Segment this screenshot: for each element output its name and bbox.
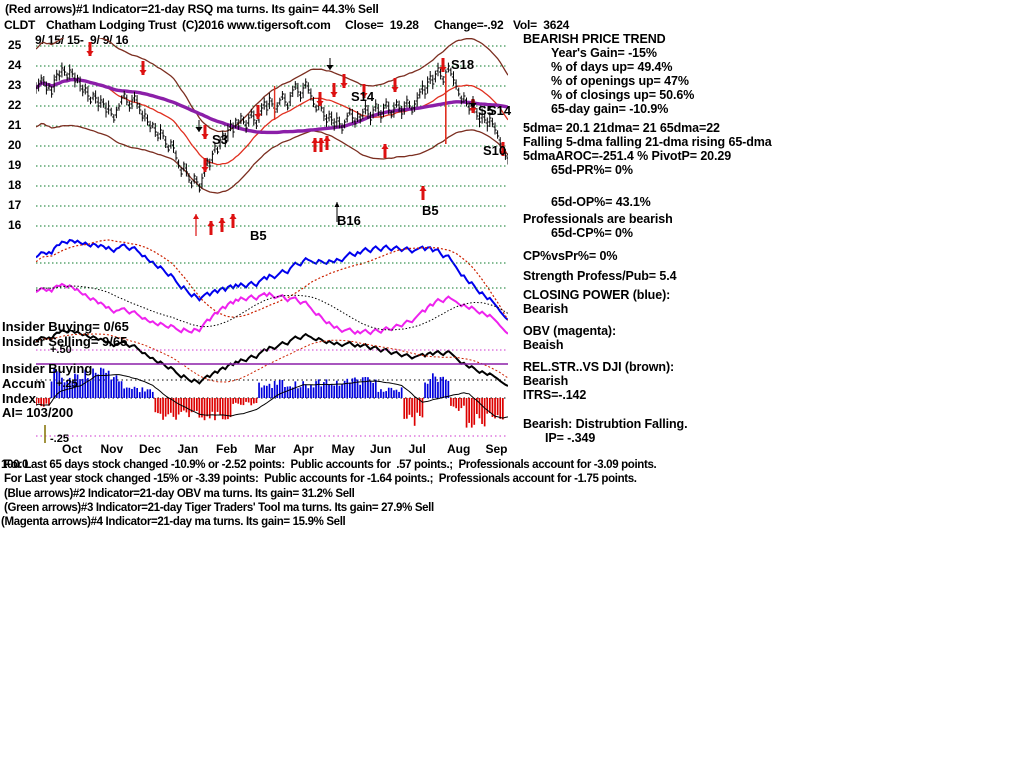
- distribution-status: Bearish: Distrubtion Falling.: [523, 417, 688, 431]
- relative-strength-heading: REL.STR..VS DJI (brown):: [523, 360, 675, 374]
- cp-percent: 65d-CP%= 0%: [551, 226, 633, 240]
- signal-label-s14-4: S14: [488, 103, 512, 118]
- obv-value: Beaish: [523, 338, 564, 352]
- closing-power-value: Bearish: [523, 302, 569, 316]
- itrs-value: ITRS=-.142: [523, 388, 587, 402]
- month-label-nov: Nov: [100, 442, 124, 456]
- insider-selling-count: Insider Selling= 9/65: [2, 334, 128, 349]
- month-label-oct: Oct: [62, 442, 83, 456]
- chart-plot-group: [36, 38, 508, 443]
- volume: Vol= 3624: [513, 18, 570, 32]
- stat-days-up: % of days up= 49.4%: [551, 60, 673, 74]
- ticker-symbol: CLDT: [4, 18, 36, 32]
- month-label-jul: Jul: [408, 442, 426, 456]
- professionals-sentiment: Professionals are bearish: [523, 212, 673, 226]
- signal-label-b5-6: B5: [250, 228, 267, 243]
- closing-power-heading: CLOSING POWER (blue):: [523, 288, 671, 302]
- accum-index-label-line1: Insider Buying: [2, 361, 93, 376]
- ma-trend-description: Falling 5-dma falling 21-dma rising 65-d…: [523, 135, 772, 149]
- month-label-aug: Aug: [447, 442, 471, 456]
- footer-line-1: For Last 65 days stock changed -10.9% or…: [4, 459, 657, 471]
- strength-profess-pub: Strength Profess/Pub= 5.4: [523, 269, 677, 283]
- ai-100-label: 100.0: [1, 459, 29, 471]
- aroc-pivot: 5dmaAROC=-251.4 % PivotP= 20.29: [523, 149, 732, 163]
- price-tick-18: 18: [8, 178, 22, 192]
- op-percent: 65d-OP%= 43.1%: [551, 195, 651, 209]
- obv-heading: OBV (magenta):: [523, 324, 617, 338]
- indicator-1-headline: (Red arrows)#1 Indicator=21-day RSQ ma t…: [5, 2, 379, 16]
- signal-label-s5-3: S5: [478, 103, 494, 118]
- price-tick-20: 20: [8, 138, 22, 152]
- signal-label-s14-1: S14: [351, 89, 375, 104]
- signal-label-s18-2: S18: [451, 57, 475, 72]
- footer-line-4: (Green arrows)#3 Indicator=21-day Tiger …: [4, 502, 434, 514]
- accum-index-label-line3: Index: [2, 391, 36, 406]
- stat-years-gain: Year's Gain= -15%: [551, 46, 657, 60]
- insider-buying-count: Insider Buying= 0/65: [2, 319, 129, 334]
- price-tick-23: 23: [8, 78, 22, 92]
- month-label-dec: Dec: [139, 442, 162, 456]
- signal-label-s10-5: S10: [483, 143, 507, 158]
- month-label-mar: Mar: [254, 442, 276, 456]
- price-tick-24: 24: [8, 58, 22, 72]
- signal-label-b16-7: B16: [337, 213, 361, 228]
- month-label-jun: Jun: [370, 442, 392, 456]
- accum-index-label-line2: Accum: [2, 376, 46, 391]
- trend-title: BEARISH PRICE TREND: [523, 32, 666, 46]
- ai-tick-plus25: +.25: [56, 378, 78, 390]
- ai-tick-plus50: +.50: [50, 344, 72, 356]
- price-tick-22: 22: [8, 98, 22, 112]
- cp-vs-pr: CP%vsPr%= 0%: [523, 249, 618, 263]
- month-label-sep: Sep: [485, 442, 508, 456]
- signal-label-b5-8: B5: [422, 203, 439, 218]
- copyright-notice: (C)2016 www.tigersoft.com: [182, 18, 331, 32]
- price-tick-19: 19: [8, 158, 22, 172]
- moving-averages: 5dma= 20.1 21dma= 21 65dma=22: [523, 121, 720, 135]
- footer-line-5: (Magenta arrows)#4 Indicator=21-day ma t…: [1, 516, 346, 528]
- ai-tick-minus25: -.25: [50, 433, 69, 445]
- month-label-may: May: [331, 442, 355, 456]
- ip-value: IP= -.349: [545, 431, 596, 445]
- footer-line-3: (Blue arrows)#2 Indicator=21-day OBV ma …: [4, 488, 355, 500]
- pr-percent: 65d-PR%= 0%: [551, 163, 633, 177]
- price-tick-16: 16: [8, 218, 22, 232]
- month-label-feb: Feb: [216, 442, 238, 456]
- month-label-apr: Apr: [293, 442, 314, 456]
- price-change: Change=-.92: [434, 18, 504, 32]
- price-tick-17: 17: [8, 198, 22, 212]
- ai-ratio: AI= 103/200: [2, 405, 74, 420]
- stat-openings-up: % of openings up= 47%: [551, 74, 689, 88]
- price-tick-21: 21: [8, 118, 22, 132]
- month-label-jan: Jan: [177, 442, 199, 456]
- footer-line-2: For Last year stock changed -15% or -3.3…: [4, 473, 637, 485]
- company-name: Chatham Lodging Trust: [46, 18, 177, 32]
- stat-65day-gain: 65-day gain= -10.9%: [551, 102, 669, 116]
- close-price: Close= 19.28: [345, 18, 419, 32]
- signal-label-s3-0: S3: [212, 132, 228, 147]
- price-tick-25: 25: [8, 38, 22, 52]
- stat-closings-up: % of closings up= 50.6%: [551, 88, 695, 102]
- relative-strength-value: Bearish: [523, 374, 569, 388]
